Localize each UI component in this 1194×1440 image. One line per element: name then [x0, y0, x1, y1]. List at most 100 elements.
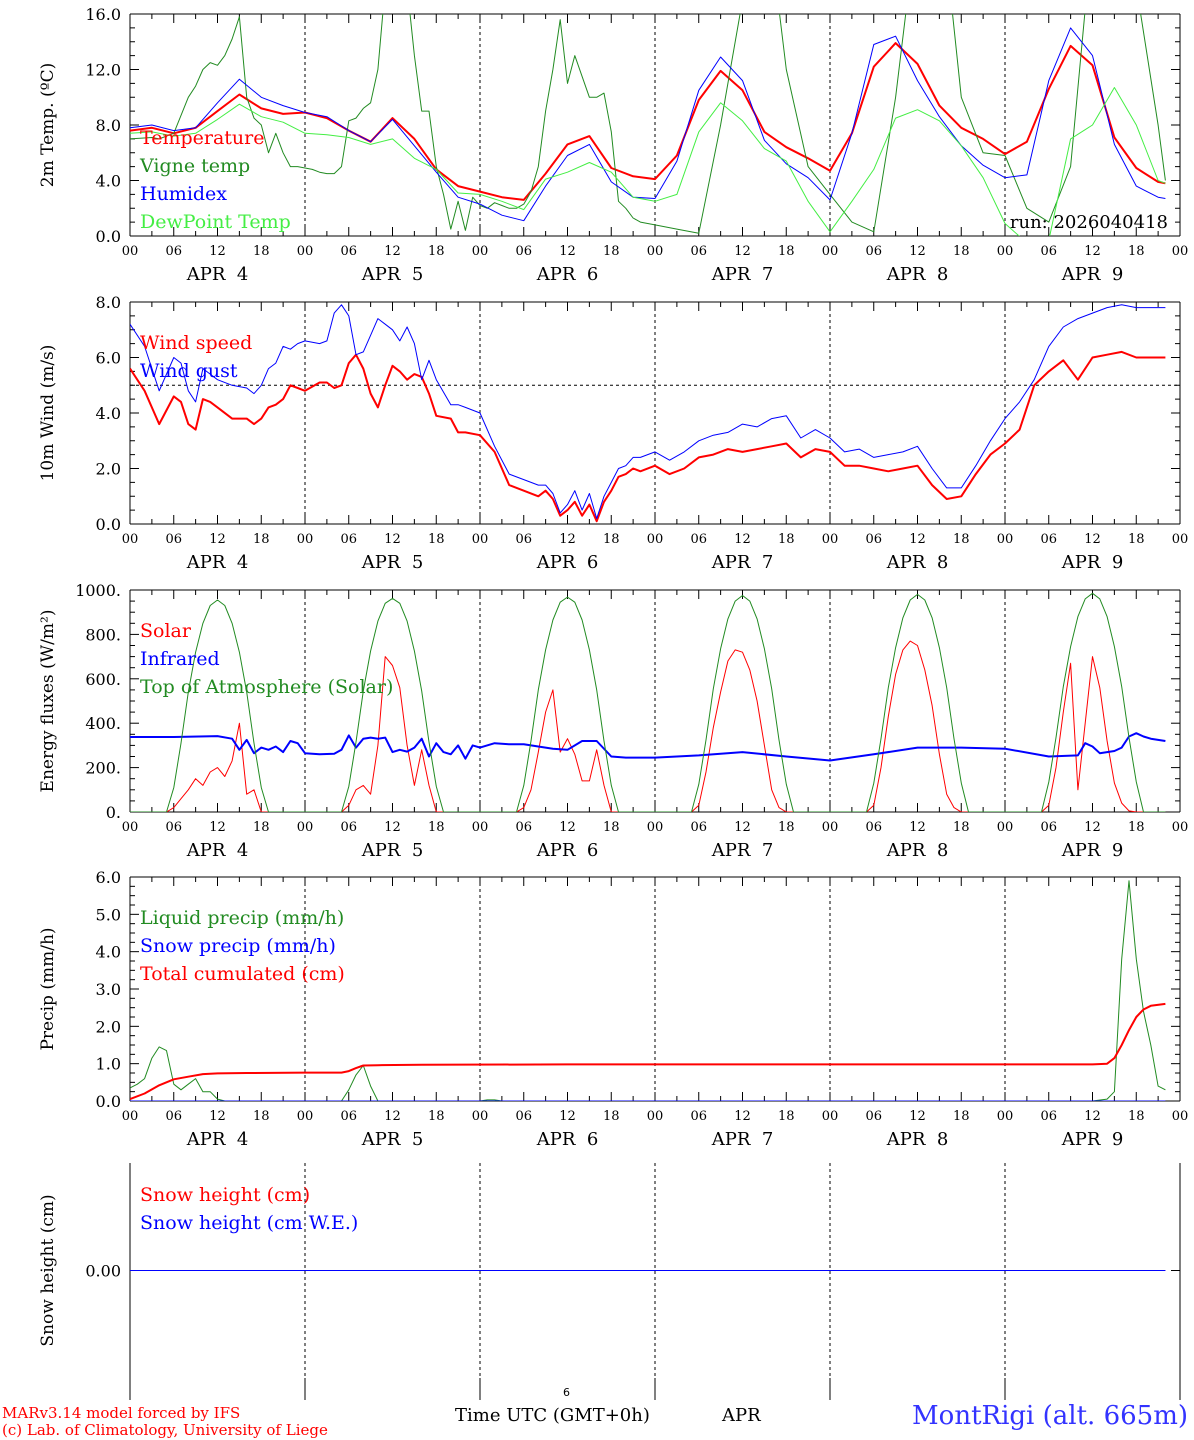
temperature-day-label: APR 9 [1061, 264, 1124, 285]
energy-panel: 00 06 12 18 00 06 12 18 00 06 12 18 00 06 12 18 00 06 12 18… [38, 581, 1188, 861]
temperature-day-label: APR 4 [186, 264, 249, 285]
wind-hour-label: 06 [340, 532, 357, 547]
temperature-legend-entry: Vigne temp [139, 155, 250, 177]
precip-hour-label: 00 [297, 1109, 314, 1124]
temperature-hour-label: 18 [428, 244, 445, 259]
wind-hour-label: 00 [122, 532, 139, 547]
temperature-y-tick-label: 12.0 [85, 61, 121, 80]
precip-hour-label: 06 [690, 1109, 707, 1124]
energy-hour-label: 00 [647, 820, 664, 835]
energy-day-label: APR 6 [536, 840, 599, 861]
x-axis-title: Time UTC (GMT+0h) [455, 1405, 650, 1426]
wind-legend-entry: Wind speed [140, 332, 252, 354]
precip-hour-label: 00 [472, 1109, 489, 1124]
wind-hour-label: 06 [865, 532, 882, 547]
temperature-hour-label: 00 [647, 244, 664, 259]
temperature-y-tick-label: 0.0 [96, 227, 121, 246]
precip-legend-entry: Total cumulated (cm) [140, 963, 345, 985]
energy-legend-entry: Solar [140, 620, 192, 642]
temperature-hour-label: 06 [165, 244, 182, 259]
precip-hour-label: 06 [515, 1109, 532, 1124]
temperature-hour-label: 00 [122, 244, 139, 259]
energy-y-tick-label: 400. [85, 714, 121, 733]
temperature-hour-label: 12 [734, 244, 751, 259]
precip-legend-entry: Liquid precip (mm/h) [140, 907, 344, 929]
energy-hour-label: 18 [603, 820, 620, 835]
temperature-hour-label: 06 [340, 244, 357, 259]
temperature-hour-label: 00 [297, 244, 314, 259]
precip-hour-label: 18 [603, 1109, 620, 1124]
wind-hour-label: 12 [209, 532, 226, 547]
precip-y-tick-label: 6.0 [96, 868, 121, 887]
precip-hour-label: 12 [1084, 1109, 1101, 1124]
wind-hour-label: 00 [1172, 532, 1189, 547]
wind-hour-label: 18 [953, 532, 970, 547]
energy-hour-label: 00 [1172, 820, 1189, 835]
x-axis-month: APR [722, 1405, 761, 1426]
wind-y-axis-label: 10m Wind (m/s) [38, 345, 58, 482]
temperature-hour-label: 12 [559, 244, 576, 259]
wind-y-tick-label: 0.0 [96, 515, 121, 534]
wind-day-label: APR 9 [1061, 552, 1124, 573]
wind-day-label: APR 7 [711, 552, 774, 573]
energy-series-solar [130, 640, 1166, 812]
temperature-hour-label: 18 [778, 244, 795, 259]
wind-hour-label: 00 [647, 532, 664, 547]
wind-hour-label: 12 [734, 532, 751, 547]
wind-hour-label: 18 [778, 532, 795, 547]
temperature-y-tick-label: 8.0 [96, 116, 121, 135]
wind-y-tick-label: 4.0 [96, 404, 121, 423]
wind-hour-label: 06 [165, 532, 182, 547]
wind-hour-label: 06 [690, 532, 707, 547]
snow-legend-entry: Snow height (cm W.E.) [140, 1212, 358, 1234]
precip-day-label: APR 5 [361, 1129, 424, 1150]
wind-day-label: APR 4 [186, 552, 249, 573]
temperature-hour-label: 06 [1040, 244, 1057, 259]
precip-legend-entry: Snow precip (mm/h) [140, 935, 336, 957]
wind-hour-label: 00 [297, 532, 314, 547]
energy-hour-label: 06 [340, 820, 357, 835]
model-credit: MARv3.14 model forced by IFS [2, 1404, 241, 1422]
energy-hour-label: 18 [428, 820, 445, 835]
energy-series-top-of-atmosphere-solar- [130, 592, 1166, 812]
precip-y-axis-label: Precip (mm/h) [38, 927, 58, 1050]
temperature-hour-label: 00 [1172, 244, 1189, 259]
energy-y-tick-label: 600. [85, 670, 121, 689]
energy-hour-label: 18 [953, 820, 970, 835]
energy-hour-label: 12 [559, 820, 576, 835]
temperature-hour-label: 12 [209, 244, 226, 259]
wind-series-wind-gust [130, 304, 1166, 519]
precip-hour-label: 06 [1040, 1109, 1057, 1124]
energy-day-label: APR 4 [186, 840, 249, 861]
wind-hour-label: 06 [515, 532, 532, 547]
temperature-day-label: APR 5 [361, 264, 424, 285]
temperature-series-vigne-temp [130, 14, 1166, 234]
wind-legend-entry: Wind gust [140, 360, 238, 382]
temperature-hour-label: 00 [822, 244, 839, 259]
temperature-series-temperature [130, 42, 1166, 201]
precip-series-liquid-precip-mm-h- [130, 880, 1166, 1101]
wind-hour-label: 12 [1084, 532, 1101, 547]
temperature-series-dewpoint-temp [130, 87, 1166, 236]
energy-hour-label: 06 [1040, 820, 1057, 835]
precip-hour-label: 06 [165, 1109, 182, 1124]
temperature-series-group [130, 14, 1166, 236]
energy-hour-label: 06 [515, 820, 532, 835]
wind-y-tick-label: 2.0 [96, 460, 121, 479]
wind-hour-label: 12 [909, 532, 926, 547]
precip-y-tick-label: 3.0 [96, 980, 121, 999]
temperature-hour-label: 06 [690, 244, 707, 259]
precip-hour-label: 12 [384, 1109, 401, 1124]
energy-y-tick-label: 1000. [75, 581, 121, 600]
precip-day-label: APR 4 [186, 1129, 249, 1150]
page-marker: 6 [563, 1386, 570, 1399]
precip-hour-label: 18 [953, 1109, 970, 1124]
precip-series-group [130, 880, 1166, 1101]
temperature-panel: 00 06 12 18 00 06 12 18 00 06 12 18 00 06 12 18 00 06 12 18… [38, 5, 1189, 285]
wind-hour-label: 12 [559, 532, 576, 547]
wind-day-label: APR 6 [536, 552, 599, 573]
temperature-hour-label: 12 [1084, 244, 1101, 259]
precip-hour-label: 00 [822, 1109, 839, 1124]
precip-panel: 00 06 12 18 00 06 12 18 00 06 12 18 00 06 12 18 00 06 12 18… [38, 868, 1188, 1150]
precip-hour-label: 12 [909, 1109, 926, 1124]
